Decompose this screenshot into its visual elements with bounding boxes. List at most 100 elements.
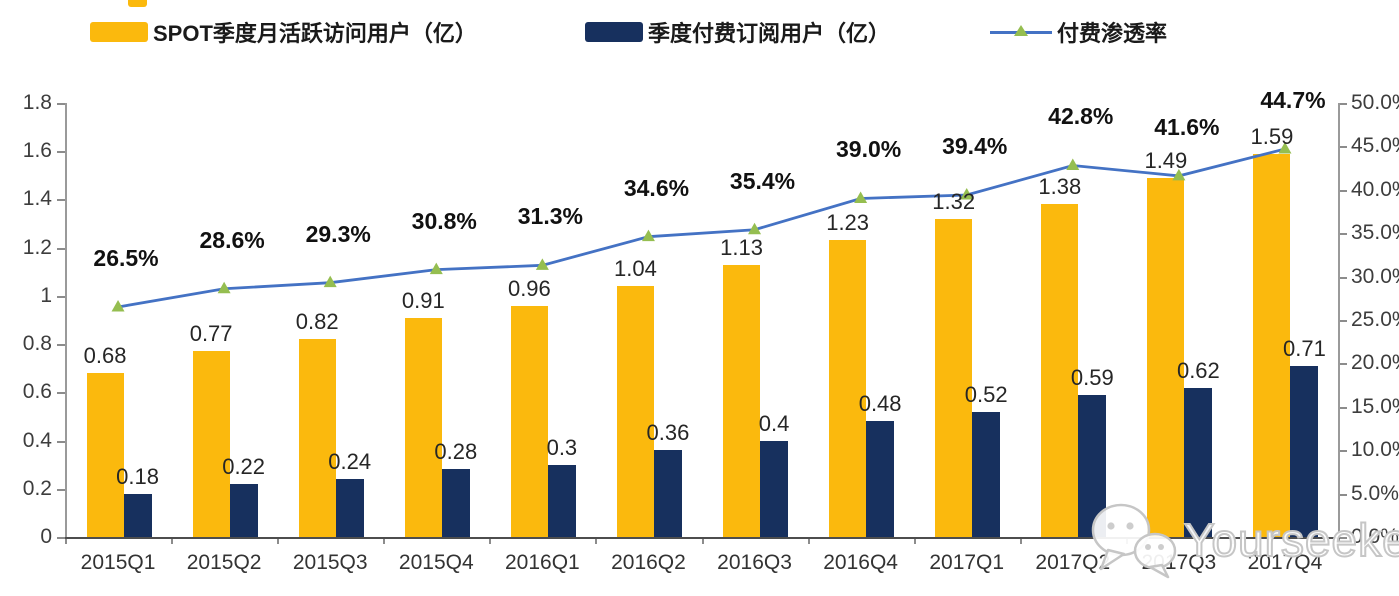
legend-label-subscribers: 季度付费订阅用户（亿） <box>648 21 891 46</box>
y2-axis-tick-label: 40.0% <box>1351 177 1399 201</box>
penetration-point-label: 30.8% <box>411 207 477 234</box>
mau-bar <box>192 351 230 537</box>
subscribers-bar <box>760 440 789 537</box>
y-axis-tick <box>57 103 65 105</box>
y-axis-tick-label: 1.4 <box>22 187 52 211</box>
x-axis-tick-label: 2016Q3 <box>717 551 792 574</box>
y-axis-tick-label: 0.6 <box>22 380 52 404</box>
y2-axis-line <box>1338 103 1340 537</box>
legend-item-subscribers: 季度付费订阅用户（亿） <box>585 18 890 46</box>
line-point-marker-icon <box>111 299 125 312</box>
subscribers-value-label: 0.18 <box>116 463 159 489</box>
x-axis-tick <box>1338 537 1340 544</box>
line-point-marker-icon <box>1172 168 1186 181</box>
x-axis-line <box>65 537 1340 539</box>
mau-value-label: 1.13 <box>720 234 763 260</box>
line-point-marker-icon <box>1066 158 1080 170</box>
x-axis-tick <box>1019 537 1022 544</box>
penetration-point-label: 44.7% <box>1260 87 1326 113</box>
watermark: Yourseeker <box>1088 498 1399 582</box>
mau-value-label: 1.59 <box>1250 123 1294 149</box>
mau-bar <box>510 305 548 537</box>
x-axis-tick-label: 2016Q2 <box>611 551 686 574</box>
y2-axis-tick <box>1339 146 1347 149</box>
penetration-point-label: 34.6% <box>623 174 690 201</box>
mau-value-label: 1.38 <box>1038 174 1082 200</box>
mau-value-label: 1.32 <box>932 188 976 214</box>
line-point-marker-icon <box>641 229 655 242</box>
subscribers-value-label: 0.59 <box>1070 364 1114 390</box>
penetration-point-label: 41.6% <box>1154 113 1220 140</box>
mau-bar <box>935 218 973 537</box>
penetration-point-label: 35.4% <box>729 167 796 194</box>
y-axis-tick-label: 0 <box>40 525 52 548</box>
mau-bar <box>616 286 654 537</box>
x-axis-tick <box>489 537 492 544</box>
subscribers-value-label: 0.24 <box>328 449 372 475</box>
line-marker-icon <box>990 22 1052 42</box>
x-axis-tick-label: 2017Q2 <box>1035 551 1111 574</box>
penetration-point-label: 39.0% <box>836 136 902 163</box>
y2-axis-tick <box>1339 189 1347 192</box>
x-axis-tick <box>277 537 280 544</box>
y-axis-tick-label: 1 <box>40 283 52 307</box>
y2-axis-tick-label: 0.0% <box>1351 525 1399 548</box>
subscribers-bar <box>1184 387 1213 537</box>
y2-axis-tick-label: 15.0% <box>1351 394 1399 418</box>
y2-axis-tick-label: 35.0% <box>1351 221 1399 245</box>
legend-item-penetration: 付费渗透率 <box>990 18 1167 46</box>
line-point-marker-icon <box>535 258 549 270</box>
subscribers-bar <box>441 469 470 537</box>
x-axis-tick-label: 2015Q4 <box>398 551 474 574</box>
legend-label-mau: SPOT季度月活跃访问用户（亿） <box>153 21 477 46</box>
penetration-point-label: 28.6% <box>199 226 265 253</box>
x-axis-tick-label: 2017Q4 <box>1247 551 1323 574</box>
y-axis-tick-label: 0.8 <box>22 332 52 356</box>
mau-bar <box>829 240 867 537</box>
mau-value-label: 0.96 <box>507 275 551 301</box>
mau-value-label: 0.91 <box>401 287 445 313</box>
subscribers-value-label: 0.52 <box>964 381 1008 407</box>
y-axis-line <box>65 103 67 537</box>
penetration-point-label: 42.8% <box>1048 103 1114 130</box>
subscribers-bar <box>972 411 1001 537</box>
line-point-marker-icon <box>217 281 231 294</box>
y-axis-tick <box>57 440 65 443</box>
line-point-marker-icon <box>960 188 974 200</box>
y2-axis-tick <box>1339 537 1347 539</box>
mau-value-label: 1.04 <box>614 256 657 282</box>
subscribers-bar <box>229 483 258 537</box>
x-axis-tick <box>913 537 916 544</box>
x-axis-tick-label: 2015Q1 <box>80 551 156 574</box>
subscribers-value-label: 0.28 <box>434 439 478 465</box>
y2-axis-tick-label: 10.0% <box>1351 438 1399 462</box>
y2-axis-tick-label: 25.0% <box>1351 308 1399 331</box>
triangle-marker-icon <box>1014 25 1028 36</box>
x-axis-tick-label: 2016Q4 <box>823 551 898 574</box>
x-axis-tick-label: 2017Q1 <box>929 551 1005 574</box>
subscribers-value-label: 0.3 <box>546 434 578 460</box>
y-axis-tick-label: 1.2 <box>22 235 52 259</box>
line-point-marker-icon <box>1278 142 1292 154</box>
y2-axis-tick-label: 5.0% <box>1351 481 1399 505</box>
subscribers-bar <box>123 493 152 537</box>
x-axis-tick <box>1231 537 1234 544</box>
subscribers-bar <box>1290 365 1319 537</box>
x-axis-tick <box>383 537 386 544</box>
mau-value-label: 0.68 <box>83 343 127 369</box>
y-axis-tick-label: 0.2 <box>22 476 52 500</box>
y-axis-tick <box>57 344 65 347</box>
mau-bar <box>1253 153 1291 537</box>
y2-axis-tick <box>1339 320 1347 322</box>
x-axis-tick <box>807 537 810 544</box>
watermark-text: Yourseeker <box>1183 513 1399 567</box>
mau-bar <box>1147 177 1185 537</box>
y-axis-tick-label: 1.8 <box>22 91 52 114</box>
y2-axis-tick <box>1339 406 1347 409</box>
x-axis-tick <box>701 537 704 544</box>
subscribers-bar <box>866 421 895 537</box>
y2-axis-tick <box>1339 276 1347 279</box>
subscribers-value-label: 0.62 <box>1176 357 1220 383</box>
y-axis-tick <box>57 537 65 539</box>
